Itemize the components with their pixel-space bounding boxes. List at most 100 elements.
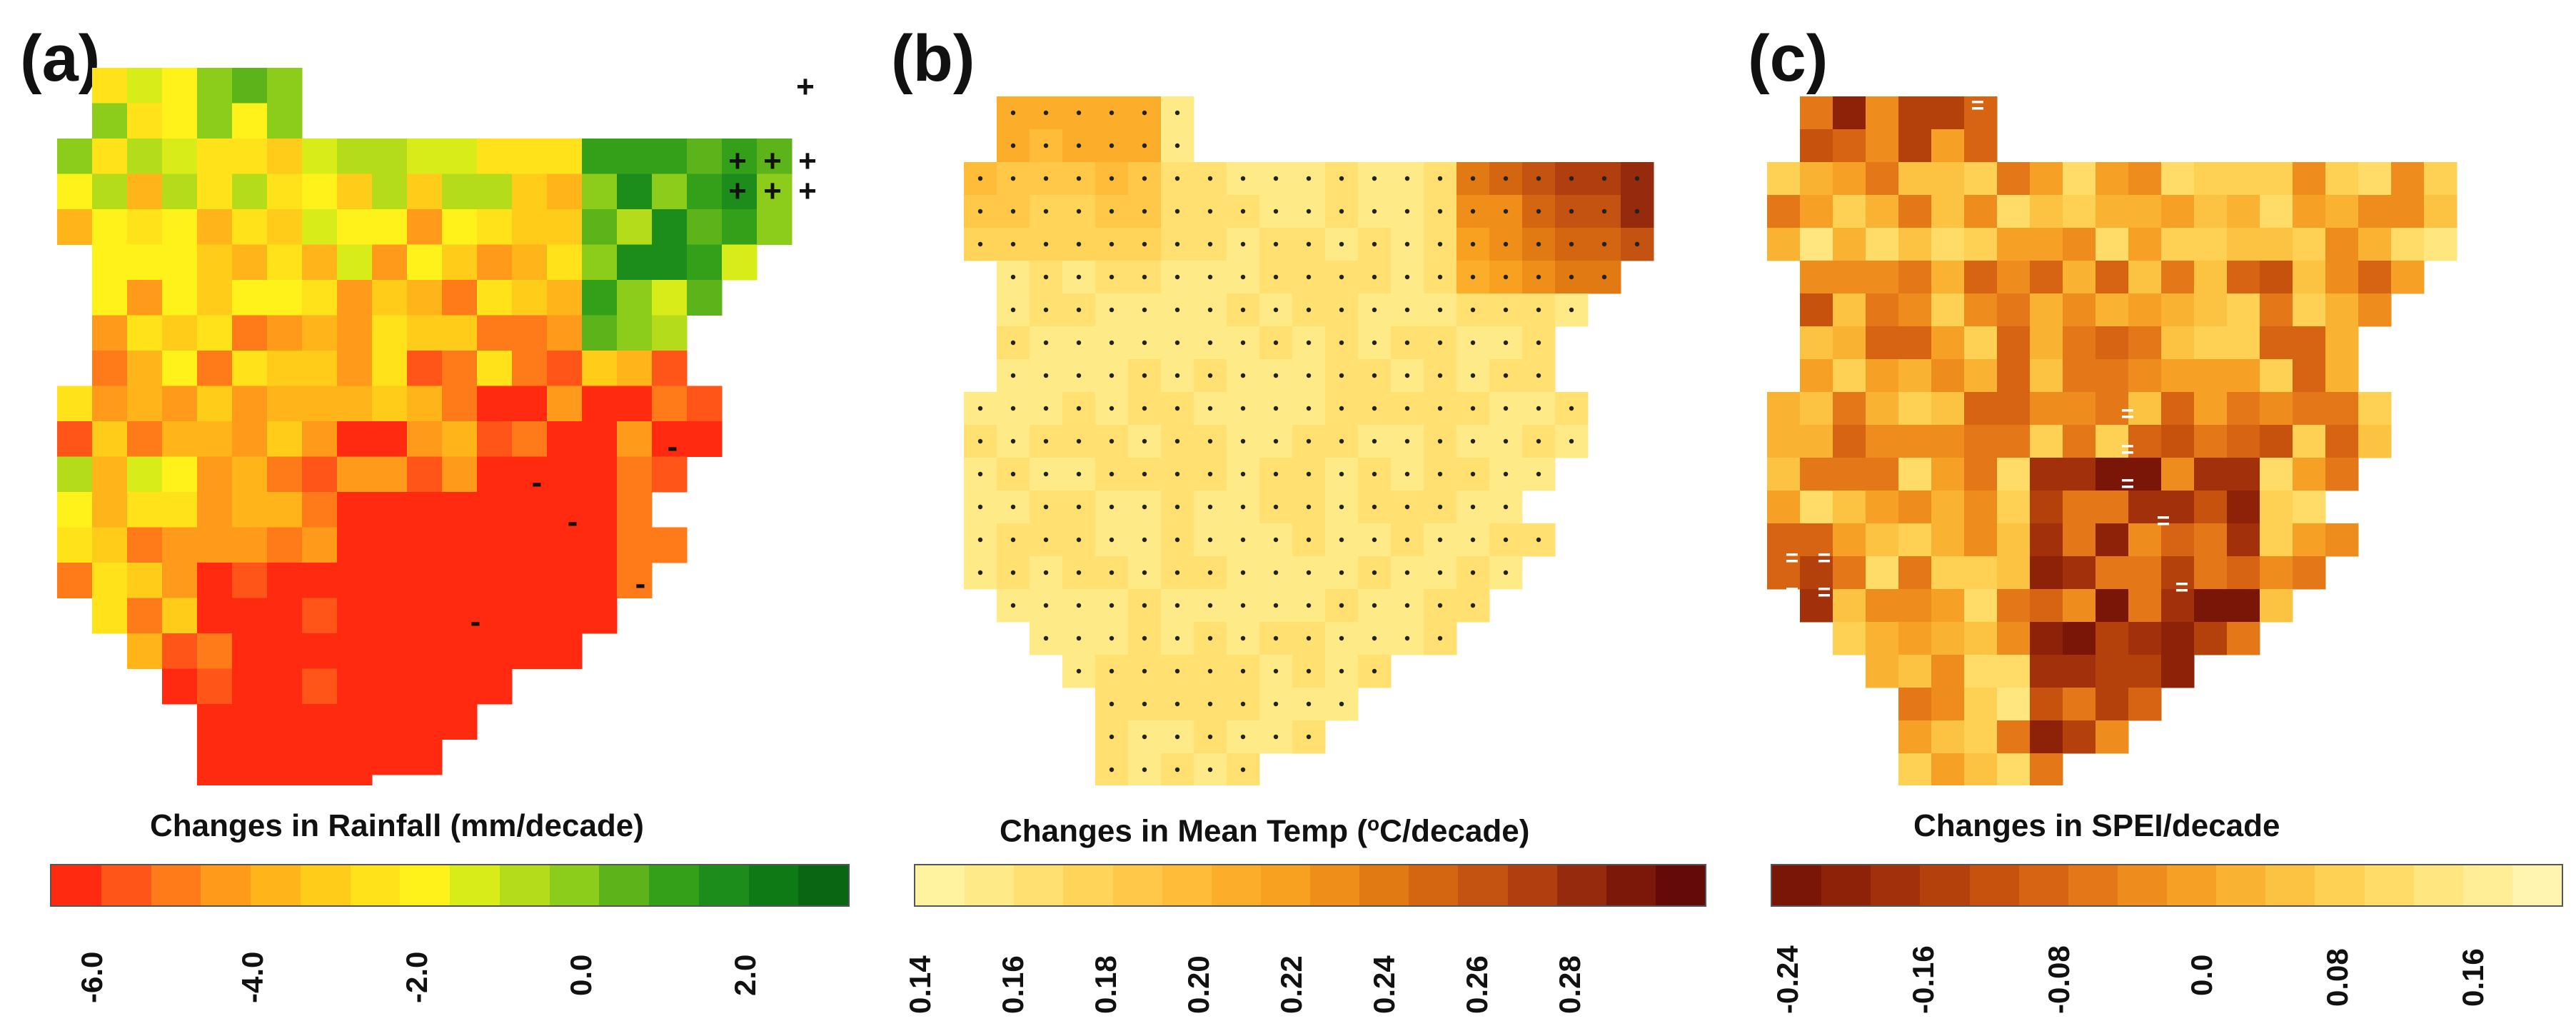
significance-dot [1240, 241, 1246, 247]
significance-dot [1043, 176, 1049, 181]
grid-cell [2095, 359, 2129, 393]
colorbar-swatch [1162, 865, 1212, 905]
grid-cell [372, 739, 408, 775]
grid-cell [652, 421, 688, 457]
significance-dot [1372, 635, 1377, 641]
significance-dot [977, 241, 983, 247]
grid-cell [2161, 458, 2195, 491]
grid-cell [1866, 556, 1899, 590]
grid-cell [477, 315, 513, 351]
significance-dot [1536, 438, 1541, 444]
significance-dot [1076, 373, 1082, 378]
grid-cell [512, 421, 548, 457]
grid-cell [1833, 589, 1866, 623]
significance-dot [1240, 537, 1246, 543]
significance-dot [1273, 274, 1279, 280]
tick-spei-1: -0.24 [1771, 945, 1804, 1014]
significance-dot [1109, 373, 1115, 378]
grid-cell [337, 704, 373, 740]
colorbar-swatch [1260, 865, 1310, 905]
grid-cell [512, 492, 548, 528]
grid-cell [442, 527, 478, 563]
grid-cell [1833, 261, 1866, 294]
grid-cell [652, 173, 688, 210]
grid-cell [547, 209, 583, 245]
grid-cell [2128, 228, 2162, 261]
significance-dot [1339, 603, 1344, 608]
significance-dot [1306, 406, 1312, 411]
significance-dot [1043, 537, 1049, 543]
grid-cell [582, 563, 618, 598]
significance-dot [1043, 307, 1049, 313]
grid-cell [652, 386, 688, 422]
grid-cell [2030, 261, 2063, 294]
grid-cell [442, 421, 478, 457]
grid-cell [372, 421, 408, 457]
grid-cell [2260, 425, 2293, 458]
significance-dot [1174, 406, 1180, 411]
minus-marker: - [471, 604, 481, 639]
tick-rainfall-2: -4.0 [236, 951, 269, 1003]
significance-dot [1437, 307, 1443, 313]
grid-cell [2095, 589, 2129, 623]
grid-cell [197, 139, 233, 174]
grid-cell [337, 668, 373, 705]
significance-dot [1174, 603, 1180, 608]
grid-cell [372, 209, 408, 245]
grid-cell [267, 704, 303, 740]
grid-cell [162, 633, 198, 669]
significance-dot [1306, 438, 1312, 444]
grid-cell [127, 527, 163, 563]
grid-cell [302, 244, 338, 281]
grid-cell [302, 668, 338, 705]
grid-cell [92, 68, 128, 104]
grid-cell [1800, 523, 1833, 557]
significance-dot [1470, 176, 1476, 181]
grid-cell [2161, 228, 2195, 261]
significance-dash: = [1971, 92, 1985, 118]
grid-cell [1964, 589, 1998, 623]
grid-cell [687, 209, 723, 245]
significance-dot [1174, 241, 1180, 247]
grid-cell [2161, 261, 2195, 294]
significance-dot [1503, 340, 1509, 346]
grid-cell [1964, 556, 1998, 590]
significance-dot [1076, 340, 1082, 346]
grid-cell [1833, 162, 1866, 196]
grid-cell [197, 633, 233, 669]
grid-cell [197, 739, 233, 775]
significance-dot [1273, 471, 1279, 477]
grid-cell [757, 139, 793, 174]
grid-cell [2095, 523, 2129, 557]
tick-rainfall-3: -2.0 [400, 951, 433, 1003]
significance-dot [1240, 307, 1246, 313]
grid-cell [1964, 523, 1998, 557]
tick-spei-3: -0.08 [2042, 945, 2076, 1014]
grid-cell [547, 456, 583, 493]
significance-dot [1273, 701, 1279, 707]
grid-cell [2194, 293, 2228, 327]
significance-dot [1043, 438, 1049, 444]
grid-cell [2227, 326, 2260, 360]
grid-cell [92, 456, 128, 493]
grid-cell [407, 704, 443, 740]
significance-dot [1273, 438, 1279, 444]
grid-cell [267, 563, 303, 598]
panel-label-b: (b) [891, 22, 975, 95]
grid-cell [2227, 556, 2260, 590]
grid-cell [337, 563, 373, 598]
significance-dot [1043, 635, 1049, 641]
grid-cell [267, 209, 303, 245]
grid-cell [652, 209, 688, 245]
grid-cell [267, 598, 303, 634]
grid-cell [337, 209, 373, 245]
grid-cell [2358, 261, 2392, 294]
significance-dot [1536, 537, 1541, 543]
significance-dot [1404, 438, 1410, 444]
grid-cell [442, 668, 478, 705]
grid-cell [1931, 720, 1965, 754]
grid-cell [197, 775, 233, 785]
grid-cell [512, 386, 548, 422]
significance-dot [1437, 274, 1443, 280]
grid-cell [2063, 491, 2096, 524]
